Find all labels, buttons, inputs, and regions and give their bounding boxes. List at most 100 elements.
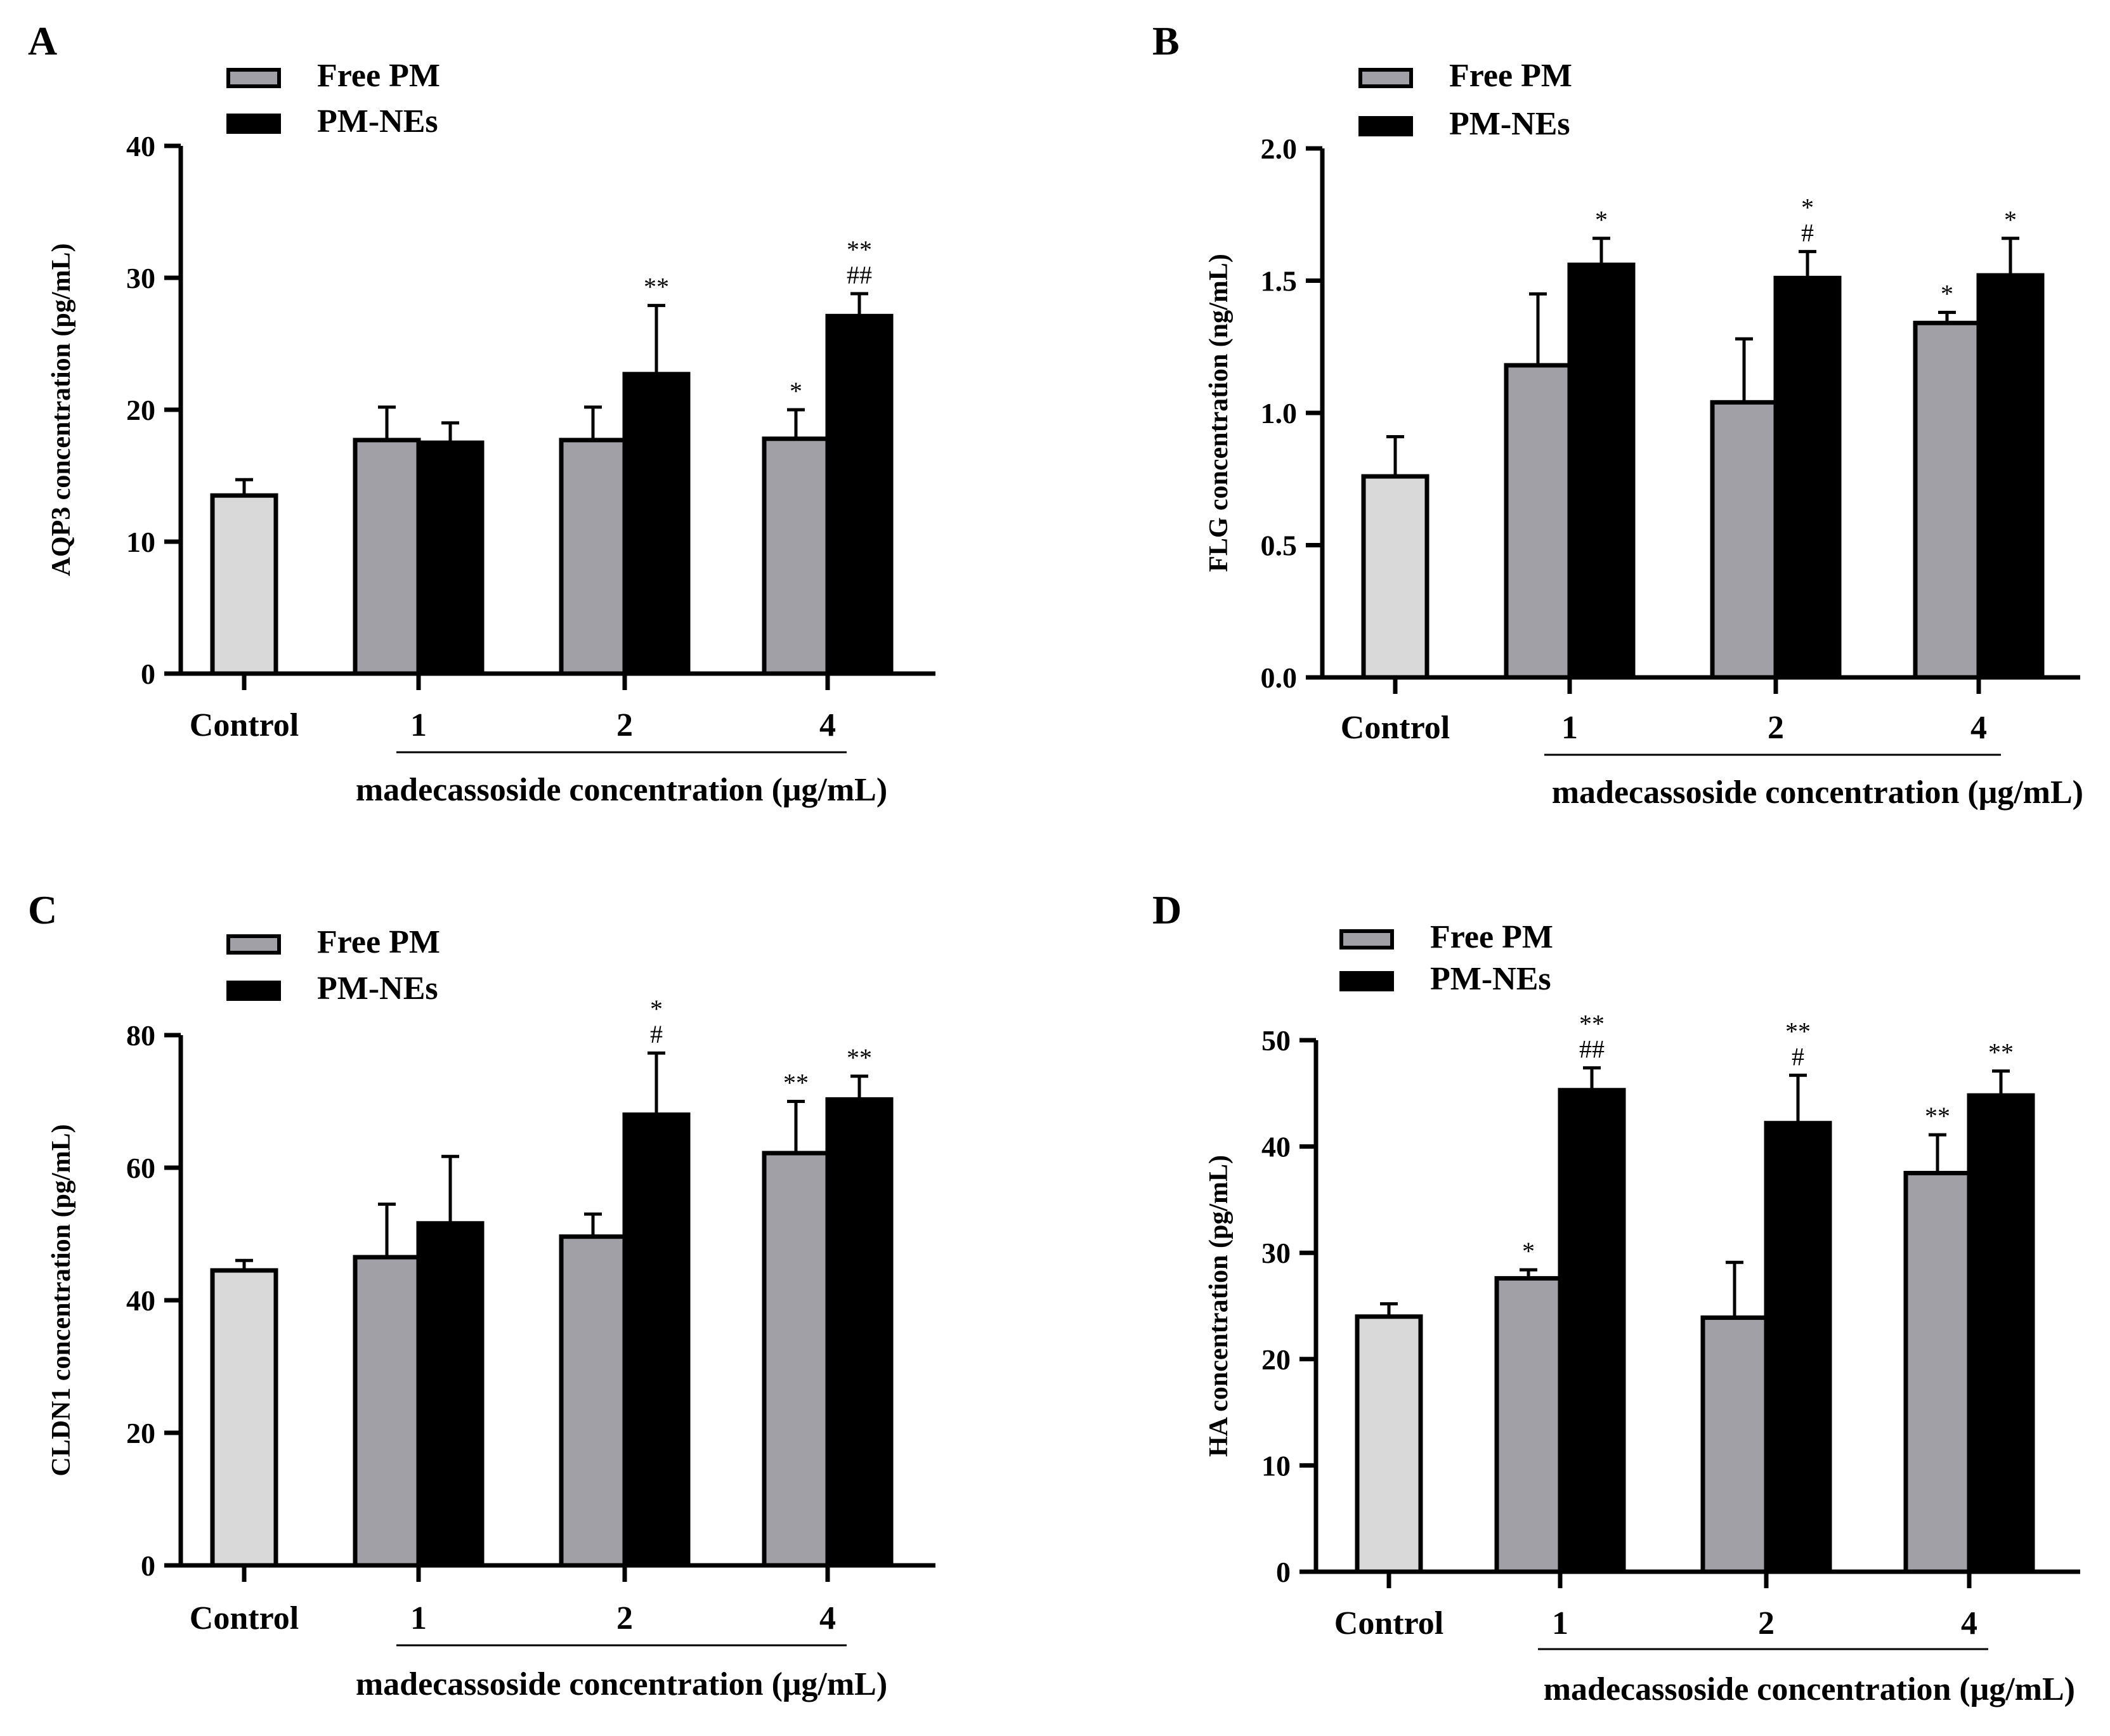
y-axis-title: HA concentration (pg/mL) <box>1204 1155 1234 1457</box>
bar-pm-nes-4 <box>825 313 894 676</box>
panel-letter: D <box>1152 887 1182 932</box>
bar-free-pm-4 <box>762 1151 830 1568</box>
y-tick-label: 50 <box>1261 1024 1291 1057</box>
significance-annotation: * <box>1522 1237 1535 1265</box>
bar-free-pm-1 <box>1494 1276 1563 1574</box>
panel-letter: C <box>28 887 57 932</box>
y-tick-label: 0.5 <box>1261 530 1298 562</box>
legend-swatch-free-pm <box>1339 929 1394 950</box>
y-tick-label: 10 <box>126 526 155 558</box>
legend-label-free-pm: Free PM <box>317 924 440 960</box>
legend-label-pm-nes: PM-NEs <box>317 970 438 1007</box>
x-category-label: 1 <box>1561 710 1578 746</box>
x-category-label: 1 <box>410 1600 427 1636</box>
significance-annotation: * <box>2004 206 2017 234</box>
x-category-label-control: Control <box>190 707 299 743</box>
legend-swatch-pm-nes <box>226 981 281 1001</box>
y-tick-label: 20 <box>126 394 155 426</box>
bar-pm-nes-4 <box>1967 1093 2035 1574</box>
panel-c: C Free PM PM-NEs *# ** ** 0 20 40 60 80 Control 1 2 4 m… <box>28 887 935 1702</box>
bar-free-pm-2 <box>1700 1315 1769 1574</box>
legend-swatch-pm-nes <box>1358 116 1413 136</box>
x-category-label-control: Control <box>1341 710 1450 746</box>
y-tick-label: 20 <box>126 1417 155 1449</box>
y-tick-label: 10 <box>1261 1449 1291 1482</box>
y-tick-label: 60 <box>126 1152 155 1184</box>
legend-swatch-free-pm <box>226 68 281 88</box>
bar-pm-nes-1 <box>1567 262 1636 680</box>
significance-annotation: ## <box>847 261 872 289</box>
y-tick-label: 40 <box>126 1284 155 1317</box>
y-tick-label: 40 <box>126 130 155 162</box>
legend-label-pm-nes: PM-NEs <box>1430 961 1551 997</box>
bar-pm-nes-4 <box>1976 273 2045 680</box>
significance-annotation: * <box>1941 280 1953 308</box>
bar-free-pm-1 <box>353 438 421 676</box>
x-category-label-control: Control <box>1334 1605 1443 1641</box>
legend-label-pm-nes: PM-NEs <box>317 103 438 140</box>
legend-label-pm-nes: PM-NEs <box>1449 106 1570 142</box>
significance-annotation: ** <box>783 1069 809 1097</box>
significance-annotation: ** <box>1785 1017 1811 1045</box>
y-tick-label: 20 <box>1261 1343 1291 1376</box>
bar-free-pm-4 <box>1903 1171 1972 1574</box>
panel-letter: A <box>28 18 57 63</box>
y-tick-label: 30 <box>1261 1237 1291 1269</box>
bar-pm-nes-1 <box>1558 1088 1626 1574</box>
bar-free-pm-4 <box>762 436 830 676</box>
y-tick-label: 80 <box>126 1019 155 1052</box>
x-category-label: 1 <box>1552 1605 1568 1641</box>
significance-annotation: ** <box>1988 1038 2014 1067</box>
bar-control <box>1361 474 1429 680</box>
x-category-label: 2 <box>1768 710 1784 746</box>
y-tick-label: 1.5 <box>1261 265 1298 297</box>
legend-swatch-pm-nes <box>226 114 281 134</box>
bar-control <box>210 493 278 676</box>
bar-pm-nes-2 <box>622 1112 691 1568</box>
legend-label-free-pm: Free PM <box>1449 58 1572 94</box>
bar-pm-nes-2 <box>1764 1121 1832 1574</box>
x-category-label-control: Control <box>190 1600 299 1636</box>
bar-free-pm-1 <box>1504 363 1572 680</box>
significance-annotation: # <box>1792 1042 1804 1071</box>
x-axis-title: madecassoside concentration (μg/mL) <box>356 1666 887 1702</box>
bar-pm-nes-1 <box>416 1221 485 1568</box>
bar-free-pm-2 <box>1710 400 1778 680</box>
significance-annotation: * <box>790 377 802 405</box>
x-category-label: 4 <box>819 1600 836 1636</box>
bar-control <box>210 1268 278 1568</box>
significance-annotation: # <box>1801 219 1814 247</box>
y-tick-label: 0.0 <box>1261 662 1298 694</box>
y-tick-label: 0 <box>141 1550 155 1582</box>
significance-annotation: * <box>1801 193 1814 222</box>
significance-annotation: ** <box>644 273 669 301</box>
x-category-label: 4 <box>1970 710 1987 746</box>
x-category-label: 2 <box>616 707 633 743</box>
significance-annotation: ** <box>1925 1102 1950 1130</box>
bar-free-pm-2 <box>559 438 627 676</box>
significance-annotation: * <box>650 995 663 1023</box>
y-tick-label: 40 <box>1261 1131 1291 1163</box>
significance-annotation: ** <box>1579 1010 1605 1038</box>
bar-control <box>1355 1314 1423 1574</box>
x-axis-title: madecassoside concentration (μg/mL) <box>1544 1671 2075 1707</box>
significance-annotation: ## <box>1579 1035 1605 1064</box>
bar-pm-nes-1 <box>416 440 485 676</box>
x-category-label: 2 <box>616 1600 633 1636</box>
significance-annotation: * <box>1595 206 1608 234</box>
legend-swatch-free-pm <box>226 934 281 955</box>
y-tick-label: 2.0 <box>1261 133 1298 165</box>
y-tick-label: 0 <box>1276 1556 1291 1588</box>
y-tick-label: 1.0 <box>1261 397 1298 429</box>
bar-pm-nes-2 <box>622 372 691 676</box>
bar-free-pm-2 <box>559 1234 627 1568</box>
bar-pm-nes-4 <box>825 1097 894 1568</box>
bar-free-pm-1 <box>353 1255 421 1568</box>
legend-label-free-pm: Free PM <box>317 58 440 94</box>
significance-annotation: ** <box>847 1043 872 1072</box>
panel-letter: B <box>1152 18 1180 63</box>
x-axis-title: madecassoside concentration (μg/mL) <box>356 772 887 808</box>
